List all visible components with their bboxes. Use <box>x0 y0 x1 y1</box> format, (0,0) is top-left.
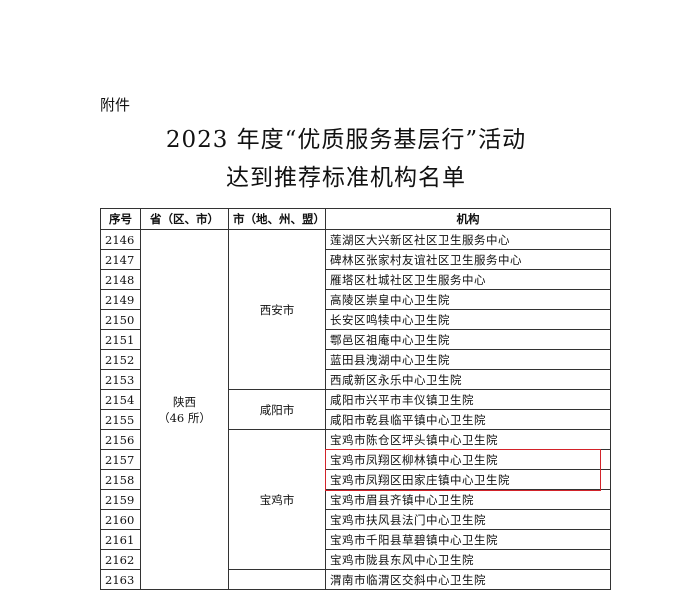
row-number: 2155 <box>100 409 141 430</box>
row-number: 2161 <box>100 529 141 550</box>
row-number: 2152 <box>100 349 141 370</box>
table-row: 2146 陕西 （46 所） 西安市 莲湖区大兴新区社区卫生服务中心 <box>100 229 611 590</box>
institution-name: 长安区鸣犊中心卫生院 <box>325 309 611 330</box>
column-header: 序号 <box>100 208 141 230</box>
row-number: 2157 <box>100 449 141 470</box>
table-row: 2153 西咸新区永乐中心卫生院 <box>100 369 611 390</box>
institution-name: 鄠邑区祖庵中心卫生院 <box>325 329 611 350</box>
institution-name: 宝鸡市陇县东风中心卫生院 <box>325 549 611 570</box>
institution-name: 宝鸡市眉县齐镇中心卫生院 <box>325 489 611 510</box>
institution-name: 咸阳市兴平市丰仪镇卫生院 <box>325 389 611 410</box>
title-line: 达到推荐标准机构名单 <box>226 165 466 191</box>
table-row: 2160 宝鸡市扶风县法门中心卫生院 <box>100 509 611 530</box>
institution-name: 西咸新区永乐中心卫生院 <box>325 369 611 390</box>
institution-name: 雁塔区杜城社区卫生服务中心 <box>325 269 611 290</box>
table-row: 2155 咸阳市乾县临平镇中心卫生院 <box>100 409 611 430</box>
institution-name: 碑林区张家村友谊社区卫生服务中心 <box>325 249 611 270</box>
table-row: 2149 高陵区崇皇中心卫生院 <box>100 289 611 310</box>
row-number: 2149 <box>100 289 141 310</box>
title-line: 2023 年度“优质服务基层行”活动 <box>165 127 527 153</box>
highlight-box <box>325 449 601 491</box>
city-cell: 咸阳市 <box>228 389 326 430</box>
column-header: 市（地、州、盟） <box>228 208 326 230</box>
column-header: 机构 <box>325 208 611 230</box>
row-number: 2153 <box>100 369 141 390</box>
table-row: 2163 渭南市临渭区交斜中心卫生院 <box>100 569 611 590</box>
institution-table: 序号 省（区、市） 市（地、州、盟） 机构 2146 陕西 （46 所） 西安市 莲湖区大兴新… <box>100 208 611 590</box>
province-name: 陕西 <box>173 394 196 409</box>
row-number: 2148 <box>100 269 141 290</box>
institution-name: 高陵区崇皇中心卫生院 <box>325 289 611 310</box>
institution-name: 咸阳市乾县临平镇中心卫生院 <box>325 409 611 430</box>
row-number: 2147 <box>100 249 141 270</box>
table-row: 2151 鄠邑区祖庵中心卫生院 <box>100 329 611 350</box>
institution-name: 宝鸡市扶风县法门中心卫生院 <box>325 509 611 530</box>
row-number: 2160 <box>100 509 141 530</box>
column-header: 省（区、市） <box>140 208 229 230</box>
row-number: 2162 <box>100 549 141 570</box>
province-count: （46 所） <box>158 410 211 425</box>
province-cell: 陕西 （46 所） <box>140 229 229 590</box>
city-cell <box>228 569 326 590</box>
row-number: 2154 <box>100 389 141 410</box>
institution-name: 宝鸡市千阳县草碧镇中心卫生院 <box>325 529 611 550</box>
table-row: 2158 宝鸡市凤翔区田家庄镇中心卫生院 <box>100 469 611 490</box>
row-number: 2150 <box>100 309 141 330</box>
row-number: 2163 <box>100 569 141 590</box>
table-row: 2148 雁塔区杜城社区卫生服务中心 <box>100 269 611 290</box>
attachment-label: 附件 <box>100 96 131 114</box>
city-cell: 西安市 <box>228 229 326 390</box>
institution-name: 莲湖区大兴新区社区卫生服务中心 <box>325 229 611 250</box>
institution-name: 蓝田县洩湖中心卫生院 <box>325 349 611 370</box>
row-number: 2146 <box>100 229 141 250</box>
row-number: 2158 <box>100 469 141 490</box>
city-cell: 宝鸡市 <box>228 429 326 570</box>
row-number: 2151 <box>100 329 141 350</box>
row-number: 2156 <box>100 429 141 450</box>
institution-name: 宝鸡市陈仓区坪头镇中心卫生院 <box>325 429 611 450</box>
institution-name: 渭南市临渭区交斜中心卫生院 <box>325 569 611 590</box>
row-number: 2159 <box>100 489 141 510</box>
header-row: 序号 省（区、市） 市（地、州、盟） 机构 <box>100 208 611 230</box>
table-row: 2156 宝鸡市 宝鸡市陈仓区坪头镇中心卫生院 <box>100 429 611 570</box>
